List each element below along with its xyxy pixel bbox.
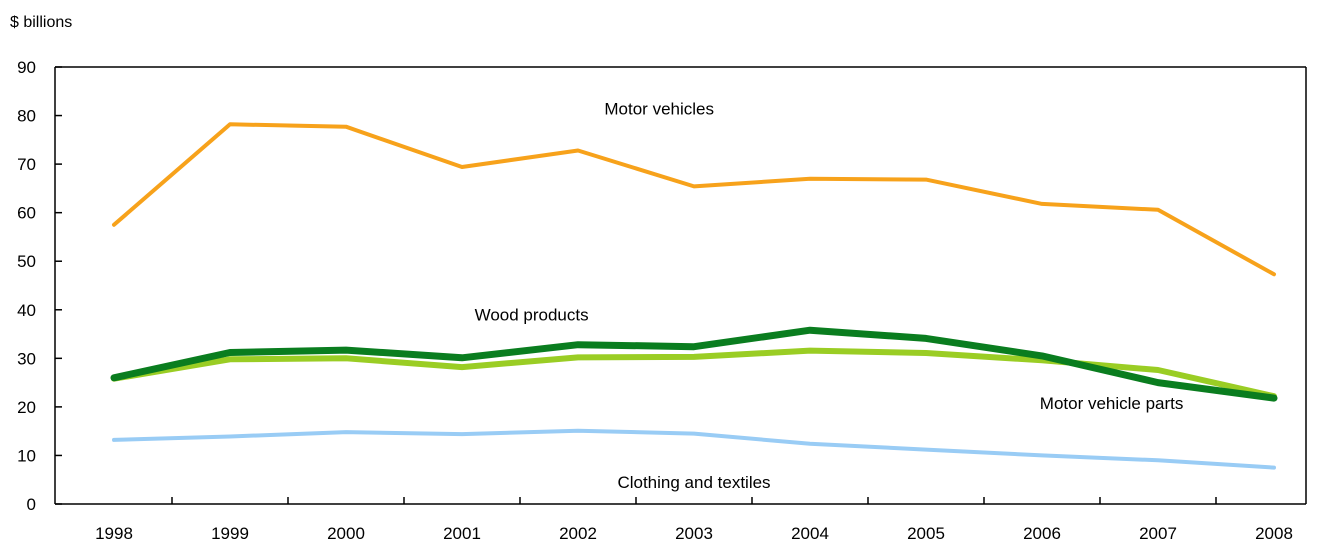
x-tick-label: 2002 (559, 524, 597, 543)
x-tick-label: 2004 (791, 524, 829, 543)
series-lines (110, 122, 1278, 470)
y-tick-label: 60 (17, 204, 36, 223)
series-annotations: Motor vehicles Wood products Motor vehicle… (475, 99, 1184, 492)
series-line-clothing-and-textiles (112, 428, 1276, 470)
x-tick-label: 1998 (95, 524, 133, 543)
series-line-motor-vehicle-parts (111, 347, 1277, 400)
x-tick-label: 2000 (327, 524, 365, 543)
y-tick-label: 20 (17, 398, 36, 417)
series-annotation: Wood products (475, 306, 589, 325)
x-tick-label: 1999 (211, 524, 249, 543)
x-tick-label: 2005 (907, 524, 945, 543)
y-axis-label: $ billions (10, 14, 72, 31)
y-tick-label: 10 (17, 446, 36, 465)
y-tick-label: 0 (27, 495, 36, 514)
y-tick-label: 80 (17, 107, 36, 126)
series-line-motor-vehicles (112, 122, 1276, 277)
series-annotation: Motor vehicles (604, 99, 714, 118)
y-tick-label: 90 (17, 58, 36, 77)
series-annotation: Clothing and textiles (617, 473, 770, 492)
y-tick-label: 50 (17, 252, 36, 271)
y-tick-label: 70 (17, 155, 36, 174)
x-tick-label: 2006 (1023, 524, 1061, 543)
x-tick-label: 2003 (675, 524, 713, 543)
x-tick-label: 2008 (1255, 524, 1293, 543)
y-tick-label: 30 (17, 349, 36, 368)
x-axis: 1998 1999 2000 2001 2002 2003 2004 2005 2006 2007… (95, 497, 1293, 543)
x-tick-label: 2001 (443, 524, 481, 543)
x-tick-label: 2007 (1139, 524, 1177, 543)
series-annotation: Motor vehicle parts (1040, 394, 1184, 413)
series-line-wood-products (110, 326, 1278, 402)
y-tick-label: 40 (17, 301, 36, 320)
